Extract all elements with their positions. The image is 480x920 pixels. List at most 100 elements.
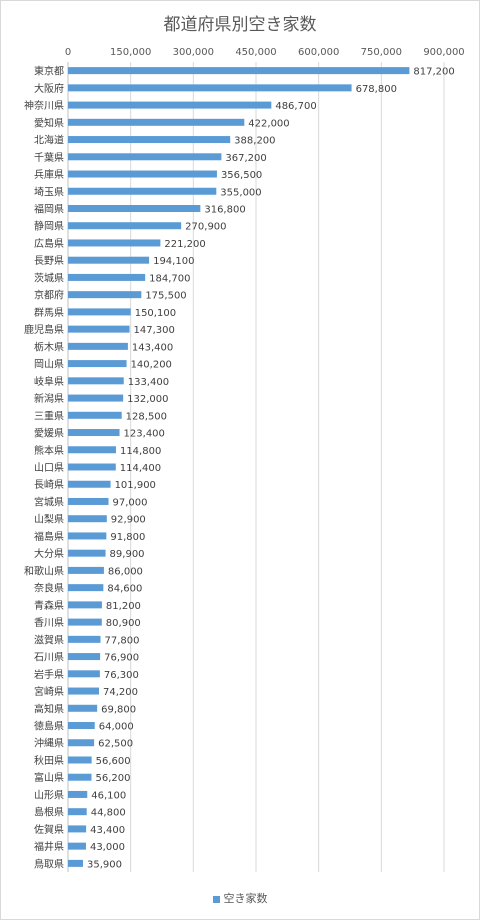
x-tick-label: 450,000 [235,47,276,58]
data-label: 133,400 [128,377,169,388]
bar [68,618,102,626]
bar [68,84,352,92]
category-label: 埼玉県 [34,185,64,198]
bar [68,136,231,144]
bar [68,273,146,281]
data-label: 46,100 [91,790,126,801]
category-label: 福井県 [34,840,64,853]
category-label: 福岡県 [34,202,64,215]
bar [68,532,107,540]
legend-swatch [212,895,220,903]
data-label: 114,800 [120,446,161,457]
category-label: 愛媛県 [34,427,64,440]
bar [68,480,111,488]
bar [68,256,150,264]
category-label: 広島県 [34,237,64,250]
bar [68,67,410,75]
bar [68,101,272,109]
category-label: 香川県 [34,617,64,629]
data-label: 143,400 [132,342,173,353]
x-tick-label: 900,000 [423,47,464,58]
data-label: 678,800 [356,84,397,95]
category-label: 岐阜県 [34,375,64,388]
data-label: 62,500 [98,739,133,750]
data-label: 184,700 [149,273,190,284]
bar [68,325,130,333]
category-label: 山形県 [34,789,64,801]
category-label: 大阪府 [34,82,64,95]
data-label: 356,500 [221,170,262,181]
data-label: 64,000 [99,722,134,733]
data-label: 97,000 [113,497,148,508]
category-label: 岩手県 [34,668,64,681]
category-label: 栃木県 [34,340,64,353]
bar [68,342,128,350]
data-label: 44,800 [91,808,126,819]
category-label: 秋田県 [34,754,64,767]
category-label: 富山県 [34,771,64,784]
data-label: 76,300 [104,670,139,681]
bar [68,653,101,661]
category-label: 奈良県 [34,582,64,595]
category-label: 滋賀県 [34,633,64,646]
data-label: 132,000 [127,394,168,405]
data-label: 89,900 [110,549,145,560]
bar [68,411,122,419]
chart-title: 都道府県別空き家数 [163,15,317,35]
x-tick-label: 750,000 [361,47,402,58]
data-label: 123,400 [124,429,165,440]
bar [68,153,222,161]
category-label: 岡山県 [34,359,64,371]
data-label: 114,400 [120,463,161,474]
category-label: 福島県 [34,530,64,543]
data-label: 80,900 [106,618,141,629]
bar [68,687,99,695]
category-label: 茨城県 [34,271,64,284]
category-label: 熊本県 [34,444,64,457]
category-label: 宮崎県 [34,685,64,698]
category-label: 長崎県 [34,478,64,491]
data-label: 81,200 [106,601,141,612]
data-label: 77,800 [105,635,140,646]
data-label: 175,500 [145,291,186,302]
data-label: 194,100 [153,256,194,267]
data-label: 56,200 [95,773,130,784]
bar [68,429,120,437]
bar [68,722,95,730]
data-label: 86,000 [108,566,143,577]
data-label: 367,200 [225,153,266,164]
data-label: 316,800 [204,204,245,215]
category-label: 山口県 [34,462,64,474]
bar [68,584,104,592]
data-label: 92,900 [111,515,146,526]
data-label: 91,800 [110,532,145,543]
x-tick-label: 600,000 [298,47,339,58]
data-label: 221,200 [164,239,205,250]
data-label: 128,500 [126,411,167,422]
category-label: 新潟県 [34,392,64,405]
data-label: 56,600 [96,756,131,767]
category-label: 和歌山県 [24,564,64,577]
bar [68,790,88,798]
category-label: 青森県 [34,599,64,612]
category-label: 東京都 [34,65,64,78]
bar [68,601,102,609]
data-label: 101,900 [115,480,156,491]
bar [68,825,87,833]
bar [68,549,106,557]
data-label: 422,000 [248,118,289,129]
category-label: 石川県 [34,652,64,664]
x-tick-label: 300,000 [173,47,214,58]
bar [68,739,95,747]
bar [68,204,201,212]
bar [68,394,124,402]
category-label: 神奈川県 [24,99,64,112]
data-label: 69,800 [101,704,136,715]
bar [68,756,92,764]
category-label: 山梨県 [34,513,64,526]
bar [68,118,245,126]
bar [68,239,161,247]
category-label: 徳島県 [34,720,64,733]
x-tick-label: 0 [65,47,71,58]
